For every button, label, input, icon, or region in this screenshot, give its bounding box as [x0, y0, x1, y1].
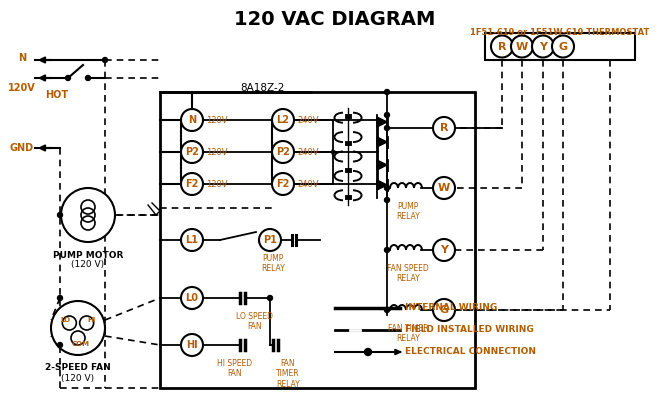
Circle shape — [385, 186, 389, 191]
Circle shape — [272, 109, 294, 131]
Text: Y: Y — [440, 245, 448, 255]
Text: GND: GND — [10, 143, 34, 153]
Text: ELECTRICAL CONNECTION: ELECTRICAL CONNECTION — [405, 347, 536, 357]
Text: P2: P2 — [276, 147, 290, 157]
Text: (120 V): (120 V) — [72, 261, 105, 269]
Polygon shape — [377, 180, 387, 190]
Text: N: N — [18, 53, 26, 63]
Circle shape — [181, 229, 203, 251]
Circle shape — [259, 229, 281, 251]
Circle shape — [86, 75, 90, 80]
Circle shape — [58, 212, 62, 217]
Text: W: W — [438, 183, 450, 193]
Circle shape — [181, 141, 203, 163]
Text: Y: Y — [539, 41, 547, 52]
Polygon shape — [377, 137, 387, 147]
Text: HI SPEED
FAN: HI SPEED FAN — [218, 359, 253, 378]
Text: HI: HI — [186, 340, 198, 350]
Circle shape — [66, 75, 70, 80]
Text: 120V: 120V — [8, 83, 36, 93]
Text: G: G — [558, 41, 567, 52]
Text: 120V: 120V — [206, 147, 228, 157]
Circle shape — [103, 57, 107, 62]
Text: 1F51-619 or 1F51W-619 THERMOSTAT: 1F51-619 or 1F51W-619 THERMOSTAT — [470, 28, 650, 37]
Text: PUMP
RELAY: PUMP RELAY — [396, 202, 420, 221]
Text: G: G — [440, 305, 448, 315]
Circle shape — [385, 248, 389, 253]
Text: L1: L1 — [186, 235, 198, 245]
Text: HOT: HOT — [45, 90, 68, 100]
Circle shape — [181, 173, 203, 195]
Circle shape — [181, 109, 203, 131]
Text: PUMP
RELAY: PUMP RELAY — [261, 254, 285, 274]
Text: L2: L2 — [277, 115, 289, 125]
Text: LO: LO — [60, 317, 70, 323]
Circle shape — [385, 197, 389, 202]
Bar — [160, 92, 475, 388]
Text: 240V: 240V — [297, 116, 318, 124]
Circle shape — [364, 349, 371, 355]
Circle shape — [552, 36, 574, 57]
Text: 240V: 240V — [297, 179, 318, 189]
Text: FAN
TIMER
RELAY: FAN TIMER RELAY — [276, 359, 300, 389]
Text: 8A18Z-2: 8A18Z-2 — [240, 83, 284, 93]
Circle shape — [491, 36, 513, 57]
Text: 2-SPEED FAN: 2-SPEED FAN — [45, 364, 111, 372]
Text: R: R — [498, 41, 507, 52]
Text: F2: F2 — [186, 179, 199, 189]
Circle shape — [433, 299, 455, 321]
Circle shape — [385, 90, 389, 95]
Circle shape — [61, 188, 115, 242]
Text: 120V: 120V — [206, 179, 228, 189]
Polygon shape — [377, 160, 387, 170]
Text: (120 V): (120 V) — [62, 373, 94, 383]
Text: F2: F2 — [276, 179, 289, 189]
Circle shape — [385, 112, 389, 117]
Circle shape — [58, 342, 62, 347]
Text: FAN SPEED
RELAY: FAN SPEED RELAY — [387, 264, 429, 283]
Text: FAN TIMER
RELAY: FAN TIMER RELAY — [388, 324, 428, 344]
Circle shape — [385, 308, 389, 313]
Circle shape — [58, 295, 62, 300]
Polygon shape — [377, 117, 387, 127]
Circle shape — [51, 301, 105, 355]
Text: L0: L0 — [186, 293, 198, 303]
Circle shape — [433, 117, 455, 139]
Circle shape — [272, 173, 294, 195]
Text: N: N — [188, 115, 196, 125]
Bar — [485, 33, 635, 60]
Text: R: R — [440, 123, 448, 133]
Text: W: W — [516, 41, 528, 52]
Circle shape — [511, 36, 533, 57]
Text: 120V: 120V — [206, 116, 228, 124]
Text: LO SPEED
FAN: LO SPEED FAN — [237, 312, 273, 331]
Circle shape — [433, 177, 455, 199]
Circle shape — [385, 126, 389, 130]
Text: PUMP MOTOR: PUMP MOTOR — [53, 251, 123, 259]
Text: P2: P2 — [185, 147, 199, 157]
Text: INTERNAL WIRING: INTERNAL WIRING — [405, 303, 497, 313]
Text: HI: HI — [88, 317, 96, 323]
Text: 120 VAC DIAGRAM: 120 VAC DIAGRAM — [234, 10, 436, 29]
Text: FIELD INSTALLED WIRING: FIELD INSTALLED WIRING — [405, 326, 534, 334]
Circle shape — [267, 295, 273, 300]
Circle shape — [433, 239, 455, 261]
Text: COM: COM — [72, 341, 90, 347]
Circle shape — [181, 287, 203, 309]
Circle shape — [532, 36, 554, 57]
Circle shape — [181, 334, 203, 356]
Text: P1: P1 — [263, 235, 277, 245]
Text: 240V: 240V — [297, 147, 318, 157]
Circle shape — [272, 141, 294, 163]
